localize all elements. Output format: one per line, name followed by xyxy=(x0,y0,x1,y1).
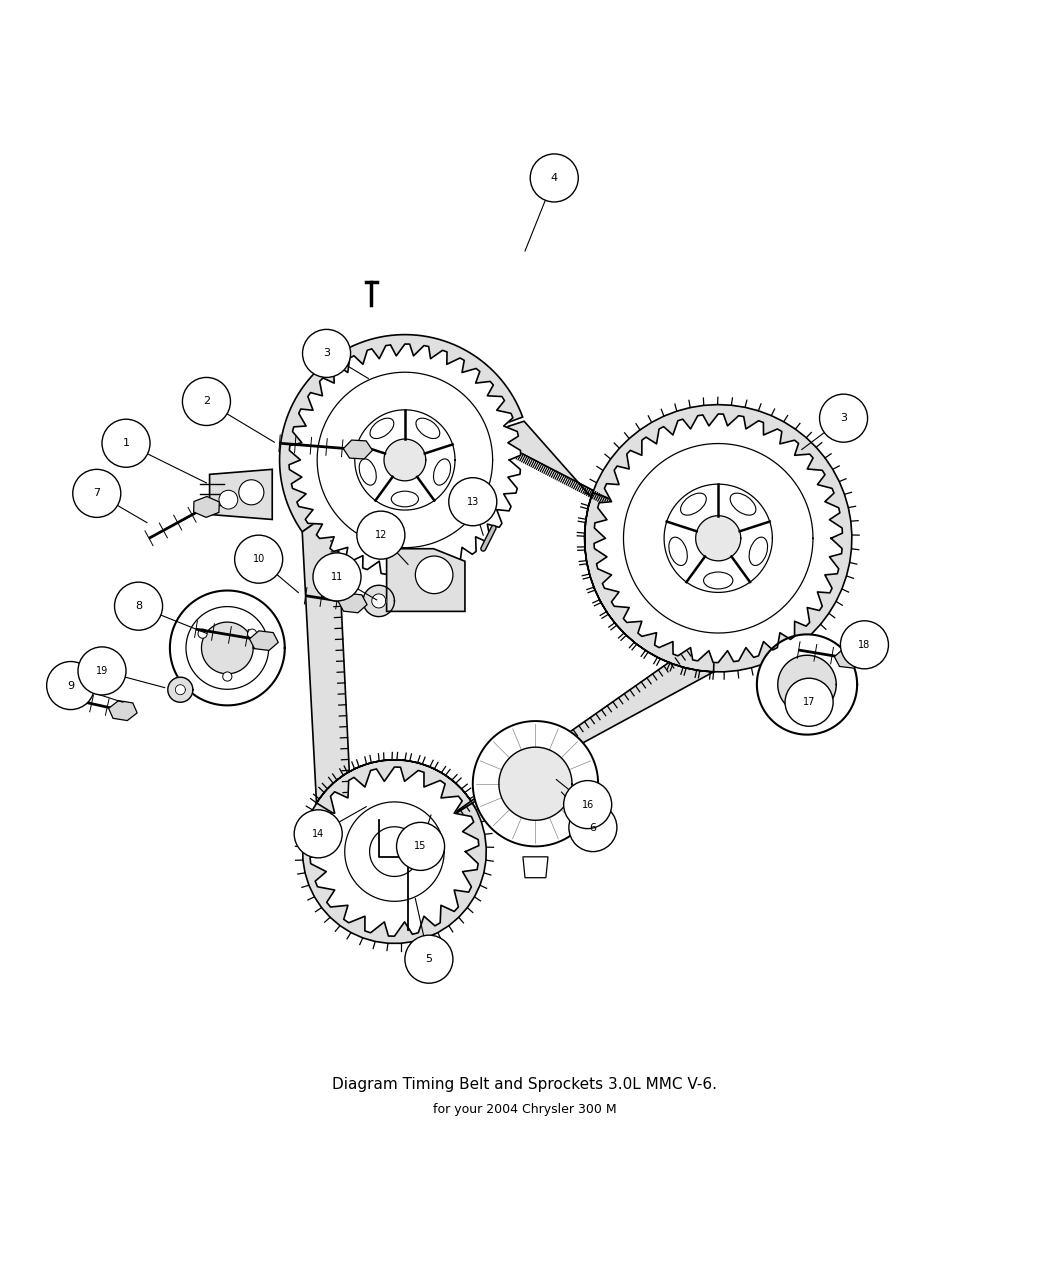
Text: 7: 7 xyxy=(93,488,101,499)
Polygon shape xyxy=(175,685,186,695)
Polygon shape xyxy=(757,635,857,734)
Polygon shape xyxy=(338,593,368,613)
Text: 9: 9 xyxy=(67,681,75,691)
Polygon shape xyxy=(437,630,715,825)
Text: 12: 12 xyxy=(375,530,387,541)
Text: 8: 8 xyxy=(135,602,142,611)
Text: Diagram Timing Belt and Sprockets 3.0L MMC V-6.: Diagram Timing Belt and Sprockets 3.0L M… xyxy=(333,1077,717,1091)
Polygon shape xyxy=(108,701,138,720)
Text: 14: 14 xyxy=(312,829,324,839)
Polygon shape xyxy=(523,857,548,877)
Polygon shape xyxy=(370,826,419,876)
Circle shape xyxy=(416,556,453,594)
Polygon shape xyxy=(310,768,479,936)
Polygon shape xyxy=(835,649,863,668)
Circle shape xyxy=(820,394,867,442)
Ellipse shape xyxy=(359,459,376,486)
Circle shape xyxy=(198,629,207,639)
Polygon shape xyxy=(499,747,572,820)
Circle shape xyxy=(405,935,453,983)
Text: 15: 15 xyxy=(415,842,426,852)
Polygon shape xyxy=(585,404,852,672)
Text: 3: 3 xyxy=(840,413,847,423)
Polygon shape xyxy=(250,631,278,650)
Polygon shape xyxy=(302,507,352,825)
Circle shape xyxy=(448,478,497,525)
Circle shape xyxy=(294,810,342,858)
Ellipse shape xyxy=(434,459,450,486)
Circle shape xyxy=(183,377,230,426)
Text: 2: 2 xyxy=(203,397,210,407)
Text: 1: 1 xyxy=(123,439,129,449)
Polygon shape xyxy=(372,594,385,608)
Circle shape xyxy=(357,511,405,560)
Text: 5: 5 xyxy=(425,954,433,964)
Text: 4: 4 xyxy=(550,173,558,182)
Circle shape xyxy=(223,672,232,681)
Polygon shape xyxy=(484,421,631,510)
Text: 6: 6 xyxy=(589,822,596,833)
Text: 16: 16 xyxy=(582,799,594,810)
Polygon shape xyxy=(279,334,523,532)
Text: 3: 3 xyxy=(323,348,330,358)
Polygon shape xyxy=(302,760,486,944)
Polygon shape xyxy=(343,440,373,459)
Text: 19: 19 xyxy=(96,666,108,676)
Polygon shape xyxy=(778,655,836,714)
Circle shape xyxy=(114,583,163,630)
Polygon shape xyxy=(168,677,193,703)
Text: 17: 17 xyxy=(803,697,815,708)
Circle shape xyxy=(238,479,264,505)
Circle shape xyxy=(564,780,612,829)
Circle shape xyxy=(102,419,150,467)
Text: 13: 13 xyxy=(466,497,479,506)
Polygon shape xyxy=(170,590,285,705)
Circle shape xyxy=(313,553,361,601)
Circle shape xyxy=(78,646,126,695)
Text: for your 2004 Chrysler 300 M: for your 2004 Chrysler 300 M xyxy=(434,1103,616,1116)
Circle shape xyxy=(72,469,121,518)
Circle shape xyxy=(569,803,617,852)
Circle shape xyxy=(840,621,888,669)
Polygon shape xyxy=(193,496,219,518)
Circle shape xyxy=(785,678,833,727)
Polygon shape xyxy=(202,622,253,673)
Polygon shape xyxy=(472,722,598,847)
Ellipse shape xyxy=(704,572,733,589)
Text: 11: 11 xyxy=(331,572,343,581)
Ellipse shape xyxy=(669,537,688,566)
Polygon shape xyxy=(386,548,465,612)
Ellipse shape xyxy=(730,493,756,515)
Text: 18: 18 xyxy=(858,640,870,650)
Ellipse shape xyxy=(392,491,419,507)
Polygon shape xyxy=(289,344,521,576)
Circle shape xyxy=(46,662,94,710)
Circle shape xyxy=(248,629,256,639)
Ellipse shape xyxy=(749,537,768,566)
Polygon shape xyxy=(594,414,842,663)
Circle shape xyxy=(219,490,237,509)
Ellipse shape xyxy=(416,418,440,439)
Polygon shape xyxy=(363,585,395,617)
Ellipse shape xyxy=(370,418,394,439)
Ellipse shape xyxy=(680,493,707,515)
Circle shape xyxy=(234,536,282,583)
Polygon shape xyxy=(384,439,426,481)
Circle shape xyxy=(302,329,351,377)
Polygon shape xyxy=(696,515,741,561)
Circle shape xyxy=(397,822,444,871)
Circle shape xyxy=(530,154,579,201)
Text: 10: 10 xyxy=(253,555,265,564)
Polygon shape xyxy=(210,469,272,519)
